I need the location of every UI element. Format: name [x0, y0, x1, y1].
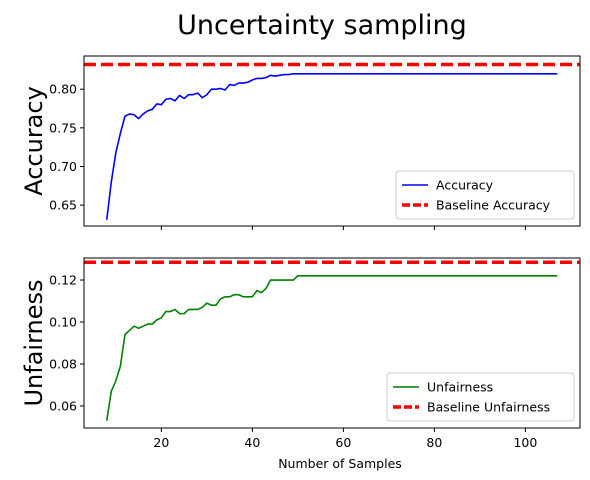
y-axis-label: Accuracy: [20, 86, 48, 196]
y-tick-label: 0.65: [49, 198, 77, 213]
legend-label: Baseline Unfairness: [427, 400, 550, 415]
y-axis-label: Unfairness: [20, 279, 48, 406]
legend: Unfairness Baseline Unfairness: [387, 373, 574, 421]
y-tick-label: 0.08: [49, 356, 77, 371]
x-tick-label: 80: [426, 435, 442, 450]
legend-label: Baseline Accuracy: [436, 198, 551, 213]
chart-panel-2: 0.06 0.08 0.10 0.12 20 40 60 80 100 Unfairness Num…: [20, 258, 580, 471]
x-tick-label: 20: [153, 435, 169, 450]
y-tick-label: 0.80: [49, 82, 77, 97]
y-tick-label: 0.06: [49, 398, 77, 413]
y-tick-label: 0.12: [49, 273, 77, 288]
y-tick-label: 0.10: [49, 315, 77, 330]
x-tick-label: 40: [244, 435, 260, 450]
x-tick-label: 100: [513, 435, 537, 450]
y-tick-label: 0.70: [49, 159, 77, 174]
figure-title: Uncertainty sampling: [177, 10, 467, 41]
legend: Accuracy Baseline Accuracy: [396, 171, 574, 219]
x-tick-label: 60: [335, 435, 351, 450]
legend-label: Unfairness: [427, 380, 493, 395]
legend-label: Accuracy: [436, 178, 494, 193]
x-axis-label: Number of Samples: [278, 456, 402, 471]
y-tick-label: 0.75: [49, 120, 77, 135]
